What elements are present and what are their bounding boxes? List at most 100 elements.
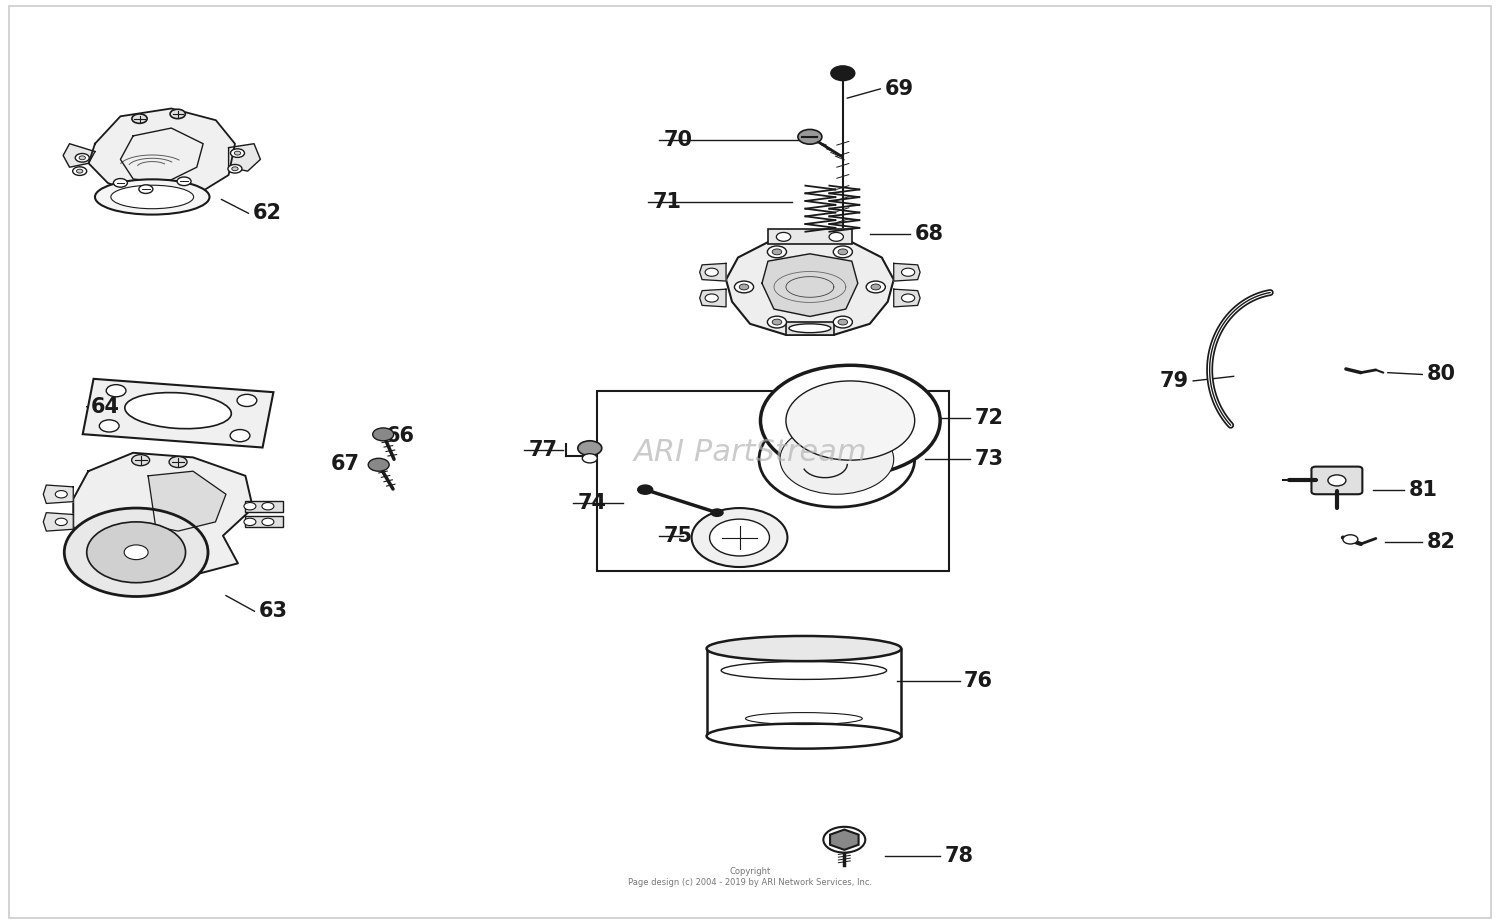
Polygon shape [228,144,261,171]
Polygon shape [63,144,94,167]
Polygon shape [74,453,254,578]
Text: 81: 81 [1408,480,1438,500]
Circle shape [106,384,126,396]
Polygon shape [44,513,74,531]
Circle shape [772,319,782,325]
Circle shape [244,503,256,510]
Ellipse shape [94,179,210,214]
Polygon shape [148,471,226,531]
Circle shape [99,419,118,432]
Circle shape [710,519,770,556]
Circle shape [798,129,822,144]
Bar [597,391,950,571]
Text: 70: 70 [663,129,692,150]
Circle shape [705,294,718,302]
Circle shape [80,156,86,160]
Circle shape [780,424,894,494]
Circle shape [1342,535,1358,544]
Circle shape [64,508,209,597]
Circle shape [578,441,602,456]
Circle shape [902,268,915,276]
Circle shape [262,518,274,526]
Circle shape [132,455,150,466]
Circle shape [582,454,597,463]
Circle shape [372,428,393,441]
Ellipse shape [789,323,831,333]
Circle shape [231,149,244,157]
Bar [246,501,284,512]
Circle shape [839,319,848,325]
Circle shape [230,430,251,442]
Circle shape [740,284,748,290]
Ellipse shape [124,393,231,429]
Text: 73: 73 [975,449,1004,469]
Circle shape [232,167,238,171]
Circle shape [711,509,723,517]
Circle shape [75,153,88,162]
Circle shape [786,381,915,460]
Circle shape [1328,475,1346,486]
Ellipse shape [706,636,902,662]
Circle shape [768,316,786,328]
Circle shape [777,233,790,241]
Polygon shape [699,263,726,281]
Circle shape [865,281,885,293]
Circle shape [368,458,388,471]
Text: Page design (c) 2004 - 2019 by ARI Network Services, Inc.: Page design (c) 2004 - 2019 by ARI Netwo… [628,879,872,887]
Circle shape [124,545,148,560]
Circle shape [760,365,940,476]
Circle shape [824,827,866,853]
Circle shape [638,485,652,494]
Polygon shape [699,289,726,307]
Circle shape [76,169,82,173]
Circle shape [114,178,128,188]
Text: ARI PartStream: ARI PartStream [633,438,867,468]
Text: 79: 79 [1160,371,1188,391]
Circle shape [839,249,848,255]
Circle shape [234,152,240,155]
Circle shape [833,246,852,258]
Circle shape [244,518,256,526]
Polygon shape [830,830,858,850]
Polygon shape [894,263,920,281]
Text: 82: 82 [1426,532,1455,553]
Text: 78: 78 [945,846,974,867]
Circle shape [177,177,190,186]
Circle shape [56,491,68,498]
Circle shape [831,66,855,80]
Text: 69: 69 [885,79,914,99]
Text: 74: 74 [578,493,608,514]
Bar [768,229,852,244]
Text: 62: 62 [254,203,282,224]
Polygon shape [44,485,74,504]
Text: 66: 66 [386,426,416,446]
Circle shape [140,185,153,193]
Text: 80: 80 [1426,364,1455,384]
Polygon shape [726,236,894,334]
Circle shape [692,508,788,567]
Circle shape [72,167,87,176]
Circle shape [132,114,147,124]
Polygon shape [894,289,920,307]
Polygon shape [762,254,858,316]
Circle shape [705,268,718,276]
Text: 75: 75 [663,526,693,546]
Circle shape [87,522,186,583]
FancyBboxPatch shape [1311,467,1362,494]
Ellipse shape [111,185,194,209]
Bar [786,322,834,334]
Text: Copyright: Copyright [729,868,771,877]
Polygon shape [82,379,273,447]
Circle shape [262,503,274,510]
Circle shape [228,164,242,173]
Text: 64: 64 [92,396,120,417]
Circle shape [735,281,753,293]
Text: 68: 68 [915,224,944,244]
Text: 71: 71 [652,192,681,213]
Ellipse shape [706,723,902,748]
Text: 77: 77 [528,440,558,460]
Circle shape [759,411,915,507]
Circle shape [237,395,256,407]
Circle shape [170,456,188,468]
Circle shape [902,294,915,302]
